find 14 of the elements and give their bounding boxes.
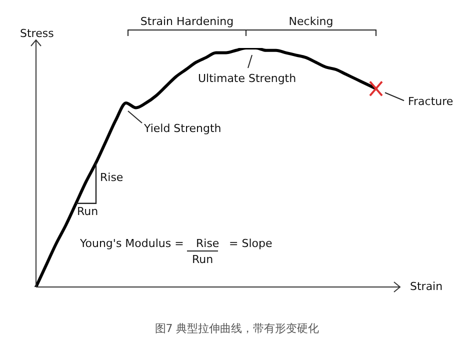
annotation: Run: [77, 205, 98, 218]
text: Necking: [288, 15, 334, 28]
annotation: Ultimate Strength: [198, 72, 296, 85]
text: Strain Hardening: [140, 15, 234, 28]
annotation: Rise: [196, 237, 220, 250]
annotation: = Slope: [229, 237, 272, 250]
caption: 图7 典型拉伸曲线，带有形变硬化: [154, 322, 320, 335]
annotation: Yield Strength: [144, 122, 222, 135]
annotation: Rise: [100, 171, 124, 184]
annotation: Young's Modulus =: [80, 237, 184, 250]
annotation: Run: [192, 253, 214, 266]
y-axis-title: Stress: [20, 27, 54, 40]
text: Fracture: [408, 95, 454, 108]
x-axis-title: Strain: [410, 280, 443, 293]
